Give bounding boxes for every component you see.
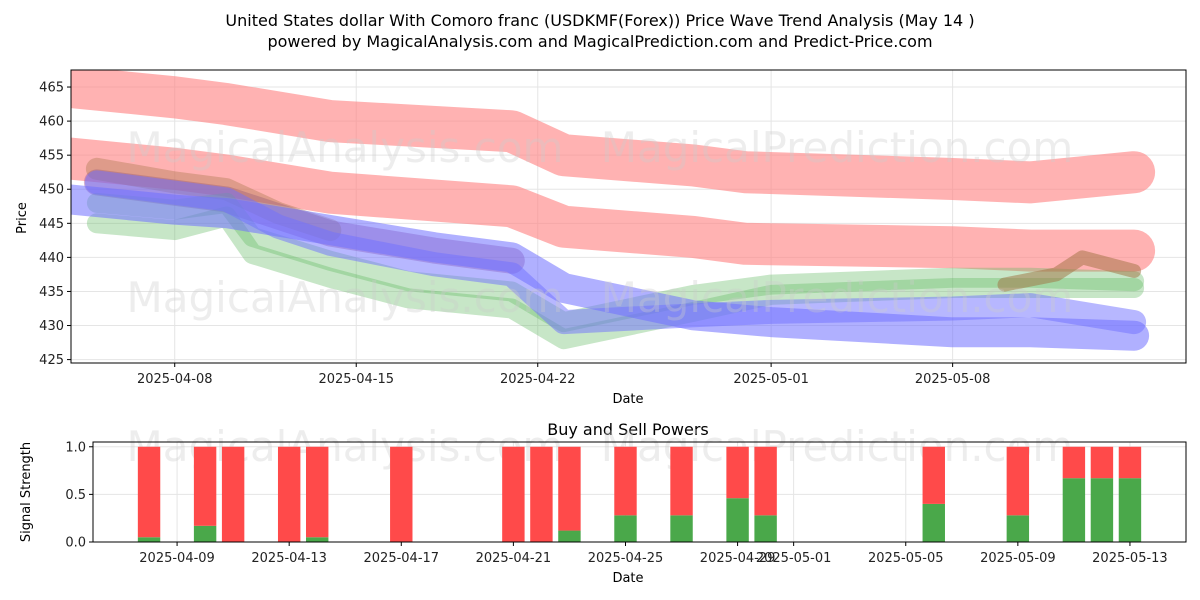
- price-y-tick-label: 440: [39, 251, 64, 266]
- watermark-text: MagicalAnalysis.com: [127, 273, 564, 322]
- price-y-tick-label: 450: [39, 183, 64, 198]
- watermark-layer: MagicalAnalysis.com MagicalPrediction.com…: [127, 123, 1074, 322]
- price-y-tick-label: 445: [39, 217, 64, 232]
- price-x-tick-label: 2025-04-22: [500, 372, 576, 387]
- price-x-ticks: 2025-04-08 2025-04-15 2025-04-22 2025-05-01…: [137, 363, 990, 387]
- price-x-tick-label: 2025-05-01: [733, 372, 809, 387]
- watermark-text: MagicalPrediction.com: [601, 123, 1074, 172]
- signal-x-tick-label: 2025-05-09: [980, 551, 1056, 566]
- sell-bar: [137, 446, 161, 538]
- price-band-1: [71, 137, 1156, 272]
- buy-bar: [614, 515, 637, 542]
- buy-bar: [1006, 515, 1030, 542]
- buy-bar: [558, 530, 581, 542]
- buy-bar: [305, 537, 329, 542]
- signal-y-tick-label: 1.0: [65, 440, 86, 455]
- sell-bar: [277, 446, 301, 542]
- sell-bar: [502, 446, 525, 542]
- signal-x-tick-label: 2025-04-13: [251, 551, 327, 566]
- sell-bar: [305, 446, 329, 538]
- price-x-tick-label: 2025-04-15: [318, 372, 394, 387]
- sell-bar: [1118, 446, 1142, 479]
- sell-bar: [390, 446, 413, 542]
- price-y-tick-label: 460: [39, 115, 64, 130]
- signal-y-axis-label: Signal Strength: [19, 442, 34, 542]
- sell-bar: [558, 446, 581, 531]
- buy-bar: [726, 498, 749, 542]
- price-band-8: [997, 250, 1142, 292]
- buy-bar: [1118, 478, 1142, 542]
- buy-bar: [1090, 478, 1114, 542]
- watermark-text: MagicalAnalysis.com: [127, 422, 564, 471]
- sell-bar: [1090, 446, 1114, 479]
- sell-bar: [726, 446, 749, 499]
- price-x-tick-label: 2025-05-08: [915, 372, 991, 387]
- price-y-axis-label: Price: [15, 202, 30, 234]
- chart-subtitle: powered by MagicalAnalysis.com and Magic…: [267, 32, 932, 51]
- signal-chart-title: Buy and Sell Powers: [547, 420, 709, 439]
- price-bands: [71, 70, 1156, 351]
- price-x-axis-label: Date: [612, 392, 643, 407]
- sell-bar: [922, 446, 945, 504]
- buy-bar: [1062, 478, 1086, 542]
- signal-x-tick-label: 2025-04-25: [588, 551, 664, 566]
- watermark-text: MagicalAnalysis.com: [127, 123, 564, 172]
- signal-plot-frame: [92, 441, 1187, 543]
- sell-bar: [754, 446, 777, 516]
- sell-bar: [221, 446, 245, 542]
- price-y-tick-label: 465: [39, 81, 64, 96]
- buy-bar: [754, 515, 777, 542]
- signal-x-tick-label: 2025-04-09: [139, 551, 215, 566]
- price-x-tick-label: 2025-04-08: [137, 372, 213, 387]
- buy-bar: [137, 537, 161, 542]
- price-y-tick-label: 455: [39, 149, 64, 164]
- buy-bar: [193, 525, 217, 542]
- signal-bars: [137, 446, 1142, 542]
- price-plot-frame: [70, 69, 1187, 364]
- price-band-7: [84, 170, 1147, 335]
- signal-x-tick-label: 2025-04-17: [364, 551, 440, 566]
- price-y-tick-label: 425: [39, 353, 64, 368]
- price-band-0: [71, 70, 1156, 204]
- sell-bar: [614, 446, 637, 516]
- signal-x-axis-label: Date: [612, 571, 643, 586]
- price-band-6: [71, 184, 1150, 351]
- signal-y-tick-label: 0.0: [65, 536, 86, 551]
- buy-bar: [670, 515, 693, 542]
- buy-bar: [922, 503, 945, 542]
- price-y-ticks: 425 430 435 440 445 450 455 460 465: [39, 81, 71, 368]
- signal-y-tick-label: 0.5: [65, 488, 86, 503]
- sell-bar: [193, 446, 217, 526]
- signal-x-tick-label: 2025-05-13: [1092, 551, 1168, 566]
- price-y-tick-label: 435: [39, 285, 64, 300]
- signal-x-ticks: 2025-04-09 2025-04-13 2025-04-17 2025-04-21…: [139, 542, 1168, 566]
- signal-x-tick-label: 2025-04-21: [476, 551, 552, 566]
- sell-bar: [670, 446, 693, 516]
- sell-bar: [1062, 446, 1086, 479]
- watermark-text: MagicalPrediction.com: [601, 273, 1074, 322]
- sell-bar: [530, 446, 553, 542]
- signal-x-tick-label: 2025-04-29: [700, 551, 776, 566]
- signal-y-ticks: 0.0 0.5 1.0: [65, 440, 93, 551]
- price-y-tick-label: 430: [39, 319, 64, 334]
- chart-title: United States dollar With Comoro franc (…: [225, 11, 974, 30]
- sell-bar: [1006, 446, 1030, 516]
- signal-x-tick-label: 2025-05-01: [756, 551, 832, 566]
- signal-x-tick-label: 2025-05-05: [868, 551, 944, 566]
